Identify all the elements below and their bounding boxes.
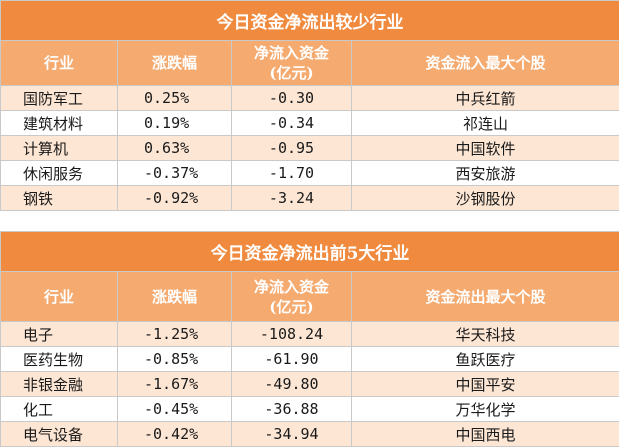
top-stock-cell: 中兵红箭 <box>351 85 619 111</box>
table-row: 电气设备 -0.42% -34.94 中国西电 <box>0 421 619 447</box>
header-net-inflow: 净流入资金 (亿元) <box>231 271 352 322</box>
top-stock-cell: 西安旅游 <box>351 160 619 186</box>
top-stock-cell: 中国西电 <box>350 421 619 447</box>
header-change: 涨跌幅 <box>117 40 232 86</box>
net-inflow-cell: -0.34 <box>231 110 352 136</box>
header-change: 涨跌幅 <box>117 271 232 322</box>
change-cell: -1.25% <box>117 321 232 347</box>
table-row: 化工 -0.45% -36.88 万华化学 <box>0 396 619 422</box>
top-stock-cell: 祁连山 <box>351 110 619 136</box>
change-cell: -0.42% <box>117 421 232 447</box>
industry-cell: 钢铁 <box>0 185 118 211</box>
top-stock-cell: 沙钢股份 <box>351 185 619 211</box>
change-cell: 0.63% <box>117 135 232 161</box>
industry-cell: 休闲服务 <box>0 160 118 186</box>
table-row: 医药生物 -0.85% -61.90 鱼跃医疗 <box>0 346 619 372</box>
table-row: 国防军工 0.25% -0.30 中兵红箭 <box>0 85 619 111</box>
change-cell: -0.45% <box>117 396 232 422</box>
industry-cell: 医药生物 <box>0 346 118 372</box>
industry-cell: 国防军工 <box>0 85 118 111</box>
header-top-stock: 资金流入最大个股 <box>351 40 619 86</box>
industry-cell: 建筑材料 <box>0 110 118 136</box>
change-cell: -0.92% <box>117 185 232 211</box>
table-row: 电子 -1.25% -108.24 华天科技 <box>0 321 619 347</box>
net-inflow-cell: -36.88 <box>231 396 352 422</box>
table-title: 今日资金净流出前5大行业 <box>0 231 619 272</box>
table-row: 非银金融 -1.67% -49.80 中国平安 <box>0 371 619 397</box>
industry-cell: 计算机 <box>0 135 118 161</box>
table-row: 计算机 0.63% -0.95 中国软件 <box>0 135 619 161</box>
top-stock-cell: 华天科技 <box>350 321 619 347</box>
change-cell: 0.25% <box>117 85 232 111</box>
net-inflow-cell: -0.30 <box>231 85 352 111</box>
header-top-stock: 资金流出最大个股 <box>350 271 619 322</box>
top-stock-cell: 万华化学 <box>350 396 619 422</box>
header-industry: 行业 <box>0 40 118 86</box>
inflow-least-table: 今日资金净流出较少行业 行业 涨跌幅 净流入资金 (亿元) 资金流入最大个股 国… <box>0 0 619 211</box>
table-row: 建筑材料 0.19% -0.34 祁连山 <box>0 110 619 136</box>
net-inflow-cell: -3.24 <box>231 185 352 211</box>
table-row: 休闲服务 -0.37% -1.70 西安旅游 <box>0 160 619 186</box>
top-stock-cell: 中国平安 <box>350 371 619 397</box>
change-cell: -0.85% <box>117 346 232 372</box>
industry-cell: 化工 <box>0 396 118 422</box>
change-cell: -0.37% <box>117 160 232 186</box>
net-inflow-cell: -61.90 <box>231 346 352 372</box>
header-industry: 行业 <box>0 271 118 322</box>
net-inflow-cell: -49.80 <box>231 371 352 397</box>
industry-cell: 非银金融 <box>0 371 118 397</box>
header-net-inflow: 净流入资金 (亿元) <box>231 40 352 86</box>
net-inflow-cell: -1.70 <box>231 160 352 186</box>
net-inflow-cell: -34.94 <box>231 421 352 447</box>
top-stock-cell: 中国软件 <box>351 135 619 161</box>
outflow-top5-table: 今日资金净流出前5大行业 行业 涨跌幅 净流入资金 (亿元) 资金流出最大个股 … <box>0 231 619 447</box>
industry-cell: 电气设备 <box>0 421 118 447</box>
net-inflow-cell: -108.24 <box>231 321 352 347</box>
table-title: 今日资金净流出较少行业 <box>0 0 619 41</box>
top-stock-cell: 鱼跃医疗 <box>350 346 619 372</box>
table-row: 钢铁 -0.92% -3.24 沙钢股份 <box>0 185 619 211</box>
net-inflow-cell: -0.95 <box>231 135 352 161</box>
change-cell: 0.19% <box>117 110 232 136</box>
industry-cell: 电子 <box>0 321 118 347</box>
change-cell: -1.67% <box>117 371 232 397</box>
